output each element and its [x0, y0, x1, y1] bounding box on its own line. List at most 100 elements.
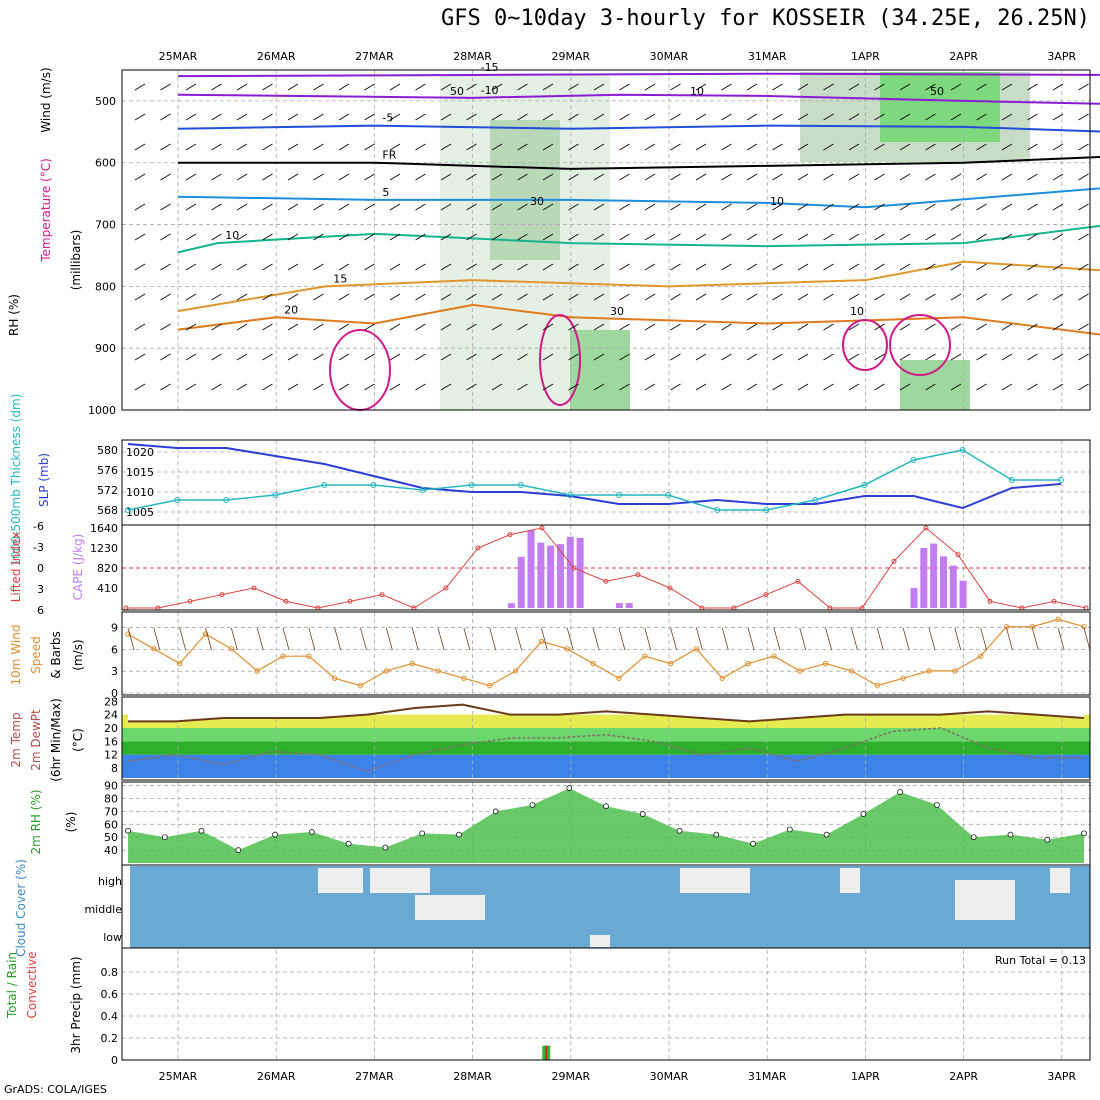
- wind-speed-marker: [667, 660, 674, 667]
- wind-speed-marker: [745, 660, 751, 667]
- thickness-marker: [1008, 477, 1015, 483]
- thickness-marker: [714, 507, 721, 513]
- wind-barb: [389, 143, 401, 151]
- wind-barb: [950, 293, 962, 301]
- wind-barb: [619, 263, 630, 271]
- wind-barb: [695, 383, 707, 391]
- li-marker: [539, 525, 545, 531]
- cape-tick-label: 1640: [90, 522, 118, 535]
- wind-barb-10m: [411, 627, 419, 651]
- thickness-marker: [959, 447, 966, 453]
- wind-barb: [721, 263, 732, 271]
- thickness-marker: [616, 492, 622, 498]
- wind-barb: [670, 143, 681, 151]
- wind-barb: [185, 113, 197, 121]
- precip-tick-label: 0: [111, 1054, 118, 1067]
- wind-barb: [823, 353, 834, 361]
- wind-barb: [593, 383, 605, 391]
- wind-barb: [160, 113, 171, 121]
- wind-barb: [1027, 113, 1038, 121]
- wind-barb: [746, 143, 758, 151]
- wind-barb-10m: [541, 627, 548, 651]
- wind-barb: [160, 293, 171, 301]
- precip-legend-convective: Convective: [25, 952, 39, 1019]
- wind-barb: [236, 113, 248, 121]
- wind-barb: [440, 293, 452, 301]
- credit-label: GrADS: COLA/IGES: [4, 1083, 107, 1096]
- li-marker: [283, 598, 289, 604]
- wind-barb: [644, 143, 656, 151]
- wind-barb: [287, 383, 299, 391]
- wind-barb: [619, 113, 630, 121]
- wind-barb: [925, 383, 936, 391]
- wind-barb: [236, 233, 248, 241]
- wind-barb: [925, 83, 936, 91]
- rh-marker: [676, 827, 683, 834]
- wind-barb: [491, 233, 503, 241]
- wind-barb: [568, 173, 579, 181]
- wind-barb: [542, 323, 554, 331]
- dewpoint-line: [127, 727, 1084, 773]
- wind-barb: [185, 293, 197, 301]
- wind-barb: [619, 293, 630, 301]
- wind-tick-label: 6: [111, 643, 118, 656]
- wind-barb: [185, 233, 197, 241]
- rh-marker: [419, 830, 426, 837]
- wind-barb: [517, 293, 528, 301]
- cape-bar: [930, 543, 938, 608]
- wind-barb: [134, 233, 146, 241]
- cape-tick-label: 1230: [90, 542, 118, 555]
- wind-barb: [848, 293, 860, 301]
- wind-axis-label: & Barbs: [49, 631, 63, 679]
- wind-barb: [925, 293, 936, 301]
- wind-barb: [644, 203, 656, 211]
- wind-speed-marker: [383, 668, 390, 674]
- upper-air-frame: [121, 69, 1091, 411]
- temp-tick-label: 16: [104, 735, 118, 748]
- wind-barb: [517, 383, 528, 391]
- li-marker: [571, 565, 577, 571]
- wind-barb: [466, 83, 477, 91]
- wind-barb: [466, 383, 477, 391]
- pressure-tick-label: 1000: [88, 404, 116, 417]
- wind-barb: [1027, 263, 1038, 271]
- wind-barb: [772, 113, 783, 121]
- wind-barb: [1052, 383, 1064, 391]
- wind-barb: [1078, 143, 1089, 151]
- wind-barb: [542, 203, 554, 211]
- wind-barb: [899, 263, 911, 271]
- pressure-tick-label: 600: [95, 157, 116, 170]
- temperature-contour: [177, 93, 1100, 105]
- wind-barb: [619, 353, 630, 361]
- thickness-marker: [370, 482, 377, 488]
- wind-barb: [976, 173, 987, 181]
- wind-barb: [542, 353, 554, 361]
- thickness-tick-label: 580: [97, 444, 118, 457]
- wind-barb: [695, 293, 707, 301]
- wind-barb: [542, 383, 554, 391]
- cloud-gap: [590, 935, 610, 947]
- wind-barb: [185, 353, 197, 361]
- wind-barb: [364, 323, 375, 331]
- li-tick-label: -3: [33, 541, 44, 554]
- temp-tick-label: 8: [111, 762, 118, 775]
- wind-barb: [823, 263, 834, 271]
- wind-barb: [1078, 203, 1089, 211]
- wind-barb: [772, 233, 783, 241]
- run-total-label: Run Total = 0.13: [995, 954, 1086, 967]
- wind-barb: [593, 293, 605, 301]
- wind-barb: [593, 83, 605, 91]
- wind-barb-10m: [876, 627, 884, 651]
- wind-barb: [517, 173, 528, 181]
- wind-barb-10m: [592, 627, 600, 651]
- thickness-marker: [812, 497, 819, 503]
- wind-barb: [211, 383, 222, 391]
- wind-barb: [874, 113, 885, 121]
- wind-barb: [338, 113, 350, 121]
- wind-barb: [899, 83, 911, 91]
- rh-marker: [125, 827, 131, 834]
- wind-barb: [160, 383, 171, 391]
- wind-barb: [134, 293, 146, 301]
- wind-speed-marker: [332, 675, 338, 681]
- wind-barb: [364, 353, 375, 361]
